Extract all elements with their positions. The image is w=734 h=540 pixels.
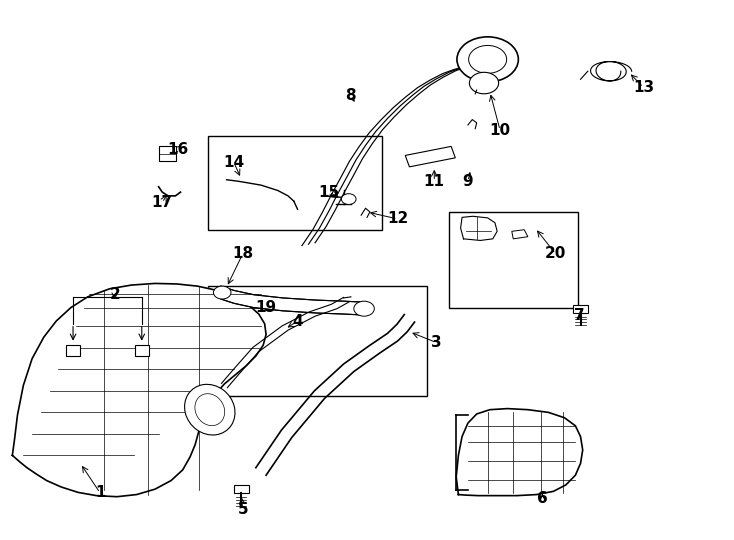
Bar: [208, 286, 427, 396]
Polygon shape: [461, 217, 497, 240]
Circle shape: [468, 45, 506, 73]
Bar: [449, 212, 578, 308]
Circle shape: [214, 286, 231, 299]
Text: 11: 11: [424, 174, 445, 189]
Text: 20: 20: [545, 246, 567, 261]
Text: 15: 15: [319, 185, 340, 200]
Bar: [208, 136, 382, 230]
Polygon shape: [457, 409, 583, 496]
Bar: [405, 146, 455, 167]
Text: 9: 9: [462, 174, 473, 189]
Circle shape: [341, 194, 356, 205]
Text: 5: 5: [237, 502, 248, 517]
Text: 19: 19: [255, 300, 277, 315]
Bar: [573, 306, 588, 313]
Text: 8: 8: [346, 88, 356, 103]
Circle shape: [469, 72, 498, 94]
Bar: [234, 485, 249, 493]
Polygon shape: [512, 230, 528, 239]
Text: 14: 14: [223, 155, 244, 170]
Text: 6: 6: [537, 491, 548, 506]
Text: 18: 18: [232, 246, 253, 261]
Ellipse shape: [184, 384, 235, 435]
Bar: [159, 146, 176, 161]
Circle shape: [457, 37, 518, 82]
Polygon shape: [221, 286, 366, 315]
Circle shape: [354, 301, 374, 316]
Text: 12: 12: [387, 212, 408, 226]
Text: 3: 3: [431, 335, 442, 350]
Text: 16: 16: [168, 141, 189, 157]
Text: 17: 17: [152, 195, 172, 211]
Text: 1: 1: [95, 485, 106, 501]
Text: 2: 2: [109, 287, 120, 302]
Text: 4: 4: [292, 314, 303, 328]
Text: 13: 13: [633, 80, 654, 95]
Text: 7: 7: [574, 308, 584, 323]
Ellipse shape: [195, 394, 225, 426]
Text: 10: 10: [490, 123, 511, 138]
Polygon shape: [12, 284, 266, 497]
